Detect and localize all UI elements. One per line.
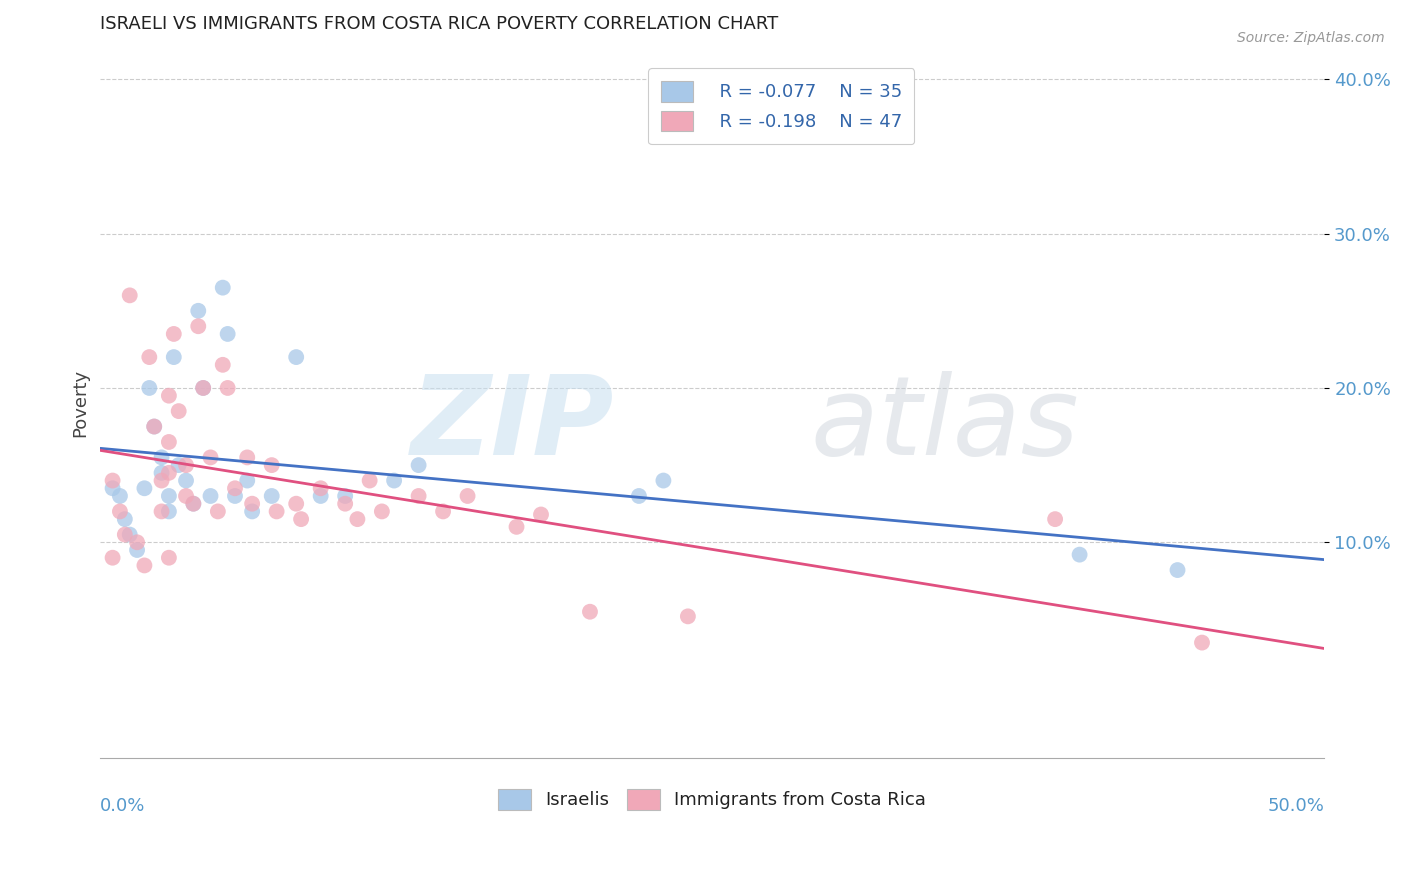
Point (408, 489, 430, 503)
Point (143, 419, 166, 434)
Point (1069, 548, 1091, 562)
Point (260, 458, 283, 472)
Point (187, 319, 209, 334)
Point (505, 520, 527, 534)
Point (150, 504, 173, 518)
Point (1191, 635, 1213, 649)
Point (200, 450, 222, 465)
Point (285, 350, 308, 364)
Point (290, 512, 312, 526)
Point (211, 280, 233, 294)
Point (174, 458, 197, 472)
Point (157, 489, 180, 503)
Point (676, 609, 699, 624)
Text: ZIP: ZIP (411, 371, 614, 478)
Text: ISRAELI VS IMMIGRANTS FROM COSTA RICA POVERTY CORRELATION CHART: ISRAELI VS IMMIGRANTS FROM COSTA RICA PO… (100, 15, 779, 33)
Point (266, 504, 288, 518)
Point (579, 605, 602, 619)
Point (150, 474, 173, 488)
Point (150, 450, 173, 465)
Point (101, 481, 124, 495)
Point (309, 489, 332, 503)
Text: atlas: atlas (810, 371, 1078, 478)
Point (224, 489, 246, 503)
Point (193, 381, 215, 395)
Point (224, 481, 246, 495)
Point (118, 288, 141, 302)
Point (457, 489, 479, 503)
Point (101, 474, 124, 488)
Point (150, 466, 173, 480)
Point (183, 497, 205, 511)
Point (207, 504, 229, 518)
Point (174, 489, 197, 503)
Point (333, 497, 356, 511)
Point (240, 497, 263, 511)
Point (157, 550, 180, 565)
Point (157, 434, 180, 449)
Point (143, 419, 166, 434)
Text: 0.0%: 0.0% (100, 797, 146, 815)
Point (114, 527, 136, 541)
Point (285, 497, 308, 511)
Point (333, 489, 356, 503)
Point (240, 504, 263, 518)
Point (652, 474, 675, 488)
Point (108, 504, 131, 518)
Point (309, 481, 332, 495)
Point (125, 543, 148, 558)
Text: 50.0%: 50.0% (1268, 797, 1324, 815)
Point (167, 458, 190, 472)
Point (236, 450, 259, 465)
Text: Source: ZipAtlas.com: Source: ZipAtlas.com (1237, 31, 1385, 45)
Point (236, 474, 259, 488)
Point (382, 474, 405, 488)
Point (408, 458, 430, 472)
Y-axis label: Poverty: Poverty (72, 369, 89, 437)
Point (157, 466, 180, 480)
Point (134, 481, 156, 495)
Point (260, 489, 283, 503)
Point (627, 489, 650, 503)
Point (217, 381, 239, 395)
Point (167, 404, 190, 418)
Point (183, 497, 205, 511)
Point (359, 474, 381, 488)
Point (157, 504, 180, 518)
Point (530, 508, 553, 522)
Point (1043, 512, 1066, 526)
Point (163, 350, 186, 364)
Legend: Israelis, Immigrants from Costa Rica: Israelis, Immigrants from Costa Rica (491, 781, 934, 817)
Point (114, 512, 136, 526)
Point (432, 504, 454, 518)
Point (1166, 563, 1188, 577)
Point (134, 558, 156, 573)
Point (187, 303, 209, 318)
Point (217, 326, 239, 341)
Point (200, 489, 222, 503)
Point (108, 489, 131, 503)
Point (211, 358, 233, 372)
Point (193, 381, 215, 395)
Point (157, 389, 180, 403)
Point (371, 504, 394, 518)
Point (138, 381, 160, 395)
Point (163, 326, 186, 341)
Point (174, 474, 197, 488)
Point (125, 535, 148, 549)
Point (118, 527, 141, 541)
Point (101, 550, 124, 565)
Point (346, 512, 368, 526)
Point (138, 350, 160, 364)
